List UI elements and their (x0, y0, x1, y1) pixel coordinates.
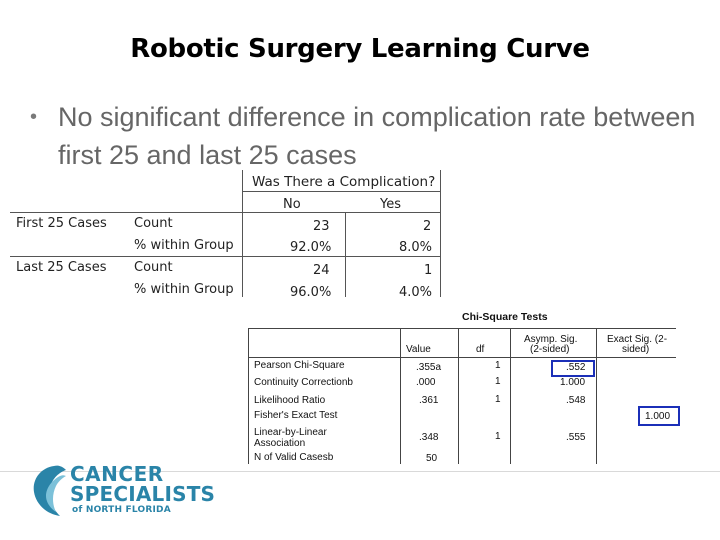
cell-asymp: 1.000 (560, 377, 586, 388)
logo-text: CANCER (70, 462, 164, 486)
cell-value: 50 (426, 453, 438, 464)
table-rule (248, 328, 676, 329)
cell-value: .361 (419, 395, 439, 406)
row-label: Likelihood Ratio (254, 395, 326, 406)
cell-value: .348 (419, 432, 439, 443)
table-rule (400, 328, 401, 464)
slide-title: Robotic Surgery Learning Curve (130, 34, 590, 64)
table-rule (510, 328, 511, 464)
table-rule (248, 328, 249, 464)
col-header-value: Value (406, 344, 431, 355)
crosstab-group: Last 25 Cases (16, 260, 107, 275)
col-header-asymp: (2-sided) (530, 344, 570, 355)
cell-value: .355a (416, 362, 442, 373)
col-header-asymp: Asymp. Sig. (524, 334, 578, 345)
table-rule (440, 170, 441, 297)
crosstab-pct-label: % within Group (134, 282, 234, 297)
bullet-text: No significant difference in complicatio… (58, 102, 696, 170)
crosstab-cell: 96.0% (290, 285, 332, 300)
cell-df: 1 (495, 360, 501, 371)
row-label-continued: Association (254, 438, 306, 449)
table-rule (242, 170, 243, 297)
col-header-exact: Exact Sig. (2- (607, 334, 668, 345)
table-rule (248, 357, 676, 358)
logo-text: SPECIALISTS (70, 482, 216, 506)
crosstab-cell: 92.0% (290, 240, 332, 255)
row-label: N of Valid Casesb (254, 452, 334, 463)
cell-asymp: .552 (566, 362, 586, 373)
company-logo: CANCER SPECIALISTS of NORTH FLORIDA (30, 462, 215, 522)
cell-exact: 1.000 (645, 411, 671, 422)
row-label: Continuity Correctionb (254, 377, 353, 388)
highlight-exact-box (638, 406, 680, 426)
crosstab-cell: 1 (424, 263, 433, 278)
crosstab-cell: 4.0% (399, 285, 433, 300)
bullet-icon: • (30, 106, 38, 128)
table-rule (10, 212, 440, 213)
table-rule (10, 256, 440, 257)
crosstab-cell: 24 (313, 263, 330, 278)
cell-value: .000 (416, 377, 436, 388)
crosstab-group: First 25 Cases (16, 216, 107, 231)
crosstab-col-yes: Yes (380, 197, 401, 212)
col-header-df: df (476, 344, 485, 355)
cell-asymp: .555 (566, 432, 586, 443)
crosstab-cell: 8.0% (399, 240, 433, 255)
crosstab-count-label: Count (134, 260, 173, 275)
chi-square-title: Chi-Square Tests (462, 311, 548, 323)
row-label: Linear-by-Linear (254, 427, 327, 438)
cell-df: 1 (495, 431, 501, 442)
crosstab-cell: 23 (313, 219, 330, 234)
logo-text: of NORTH FLORIDA (72, 505, 171, 515)
crosstab-count-label: Count (134, 216, 173, 231)
highlight-asymp-box (551, 360, 595, 377)
crosstab-cell: 2 (423, 219, 432, 234)
crosstab-header: Was There a Complication? (252, 174, 436, 190)
crosstab-pct-label: % within Group (134, 238, 234, 253)
col-header-exact: sided) (622, 344, 650, 355)
table-rule (345, 212, 346, 297)
logo-swirl-icon (33, 465, 66, 516)
crosstab-col-no: No (283, 197, 301, 212)
cell-df: 1 (495, 394, 501, 405)
footer-divider (0, 471, 720, 472)
cell-df: 1 (495, 376, 501, 387)
row-label: Pearson Chi-Square (254, 360, 345, 371)
cell-asymp: .548 (566, 395, 586, 406)
table-rule (596, 328, 597, 464)
row-label: Fisher's Exact Test (254, 410, 338, 421)
table-rule (458, 328, 459, 464)
table-rule (242, 191, 440, 192)
